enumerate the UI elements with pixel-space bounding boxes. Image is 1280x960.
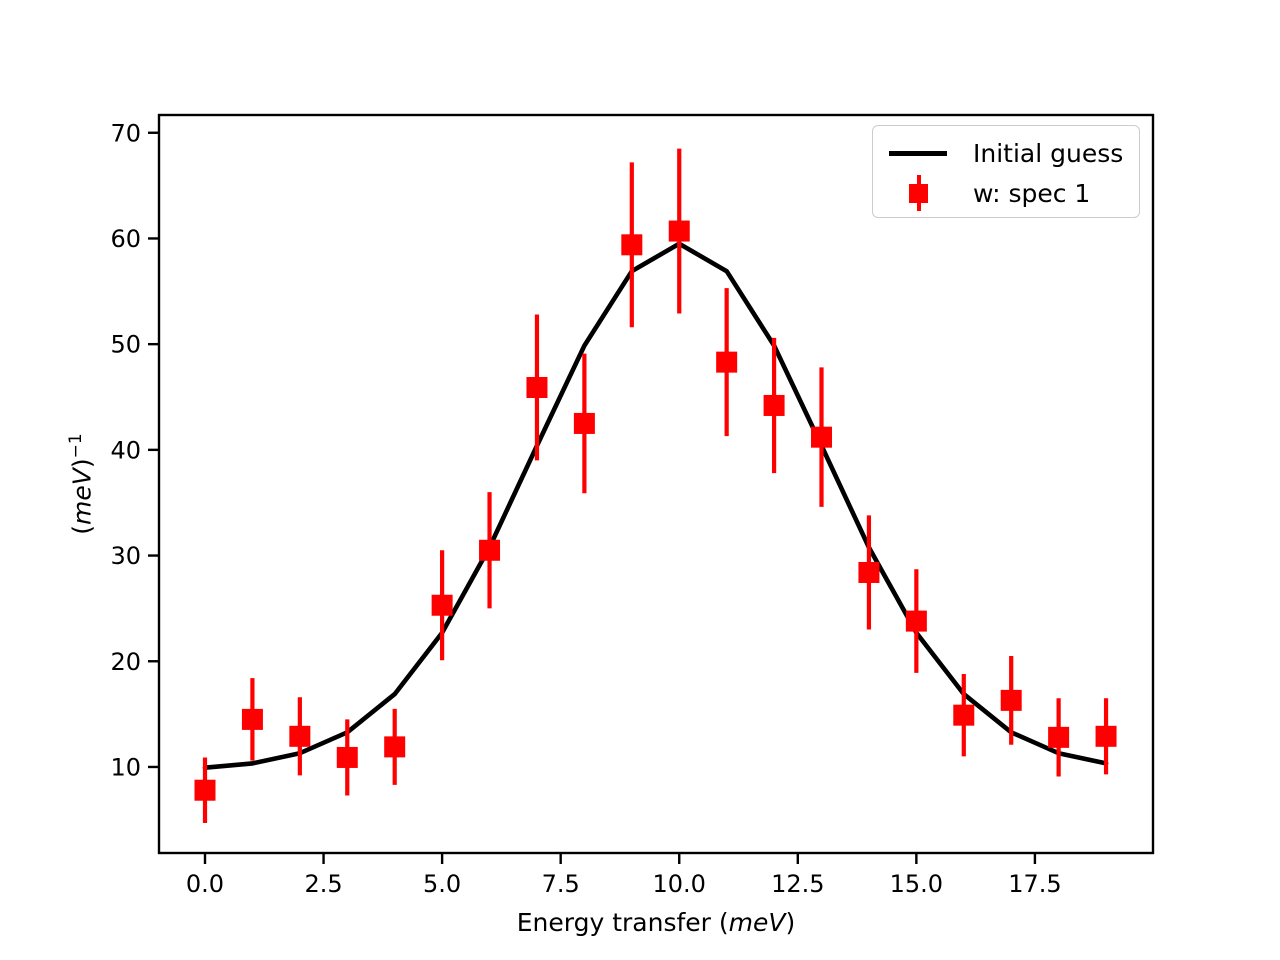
x-tick-label: 12.5 xyxy=(771,870,824,898)
axes-frame xyxy=(157,113,1155,855)
data-marker xyxy=(384,736,406,758)
data-marker xyxy=(431,594,453,616)
y-tick-label: 50 xyxy=(110,331,141,359)
legend-entry-spec1: w: spec 1 xyxy=(873,173,1139,213)
x-tick-label: 10.0 xyxy=(653,870,706,898)
data-marker xyxy=(194,779,216,801)
x-tick-label: 7.5 xyxy=(542,870,580,898)
square-marker-icon xyxy=(909,183,928,203)
y-axis-label-unit: meV xyxy=(67,468,97,525)
y-tick-label: 70 xyxy=(110,119,141,147)
x-axis-label-close: ) xyxy=(785,908,796,937)
data-marker xyxy=(1000,689,1022,711)
line-swatch-icon xyxy=(889,150,947,156)
legend-errorbar-marker-sample xyxy=(889,173,947,213)
x-tick-label: 5.0 xyxy=(423,870,461,898)
x-tick-label: 17.5 xyxy=(1008,870,1061,898)
legend-box: Initial guess w: spec 1 xyxy=(872,125,1140,218)
data-marker xyxy=(763,394,785,416)
data-marker xyxy=(241,708,263,730)
data-marker xyxy=(716,351,738,373)
data-marker xyxy=(953,704,975,726)
legend-label-spec1: w: spec 1 xyxy=(973,178,1091,208)
y-axis-label-exponent: −1 xyxy=(66,433,86,459)
data-marker xyxy=(479,539,501,561)
y-tick-label: 30 xyxy=(110,542,141,570)
data-marker xyxy=(573,412,595,434)
x-tick-label: 0.0 xyxy=(186,870,224,898)
legend-label-initial-guess: Initial guess xyxy=(973,138,1124,168)
y-tick-label: 40 xyxy=(110,436,141,464)
x-tick-label: 2.5 xyxy=(304,870,342,898)
data-marker xyxy=(811,426,833,448)
legend-line-sample xyxy=(889,133,947,173)
y-tick-label: 20 xyxy=(110,648,141,676)
x-tick-label: 15.0 xyxy=(890,870,943,898)
y-tick-label: 60 xyxy=(110,225,141,253)
y-tick-label: 10 xyxy=(110,753,141,781)
data-marker xyxy=(1095,725,1117,747)
x-axis-label-unit: meV xyxy=(728,908,786,937)
data-marker xyxy=(289,725,311,747)
y-axis-label: (meV)−1 xyxy=(58,334,97,634)
initial-guess-curve xyxy=(202,241,1109,771)
data-marker xyxy=(1048,726,1070,748)
data-marker xyxy=(526,376,548,398)
data-marker xyxy=(621,234,643,256)
data-marker xyxy=(905,610,927,632)
y-axis-label-close: ) xyxy=(67,458,97,469)
x-axis-label-text: Energy transfer ( xyxy=(516,908,729,937)
x-axis-label: Energy transfer (meV) xyxy=(456,908,856,937)
data-marker xyxy=(858,561,880,583)
legend-entry-initial-guess: Initial guess xyxy=(873,133,1139,173)
data-marker xyxy=(336,746,358,768)
y-axis-label-open: ( xyxy=(67,524,97,535)
data-marker xyxy=(668,220,690,242)
